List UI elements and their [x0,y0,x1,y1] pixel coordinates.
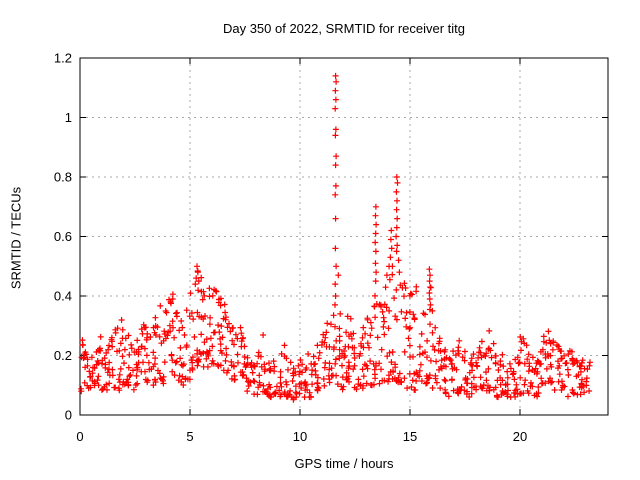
x-tick-label: 10 [293,429,307,444]
axis-frame [79,57,609,416]
y-tick-label: 0 [65,408,72,423]
x-tick-label: 20 [513,429,527,444]
y-tick-label: 0.8 [54,170,72,185]
y-tick-label: 0.4 [54,289,72,304]
y-tick-label: 1.2 [54,51,72,66]
y-tick-label: 0.6 [54,229,72,244]
x-tick-label: 0 [76,429,83,444]
scatter-point-markers [78,72,593,403]
x-tick-label: 15 [403,429,417,444]
x-tick-label: 5 [186,429,193,444]
chart-title: Day 350 of 2022, SRMTID for receiver tit… [222,21,466,36]
x-axis-title: GPS time / hours [294,456,394,471]
y-tick-label: 1 [65,110,72,125]
y-tick-label: 0.2 [54,348,72,363]
